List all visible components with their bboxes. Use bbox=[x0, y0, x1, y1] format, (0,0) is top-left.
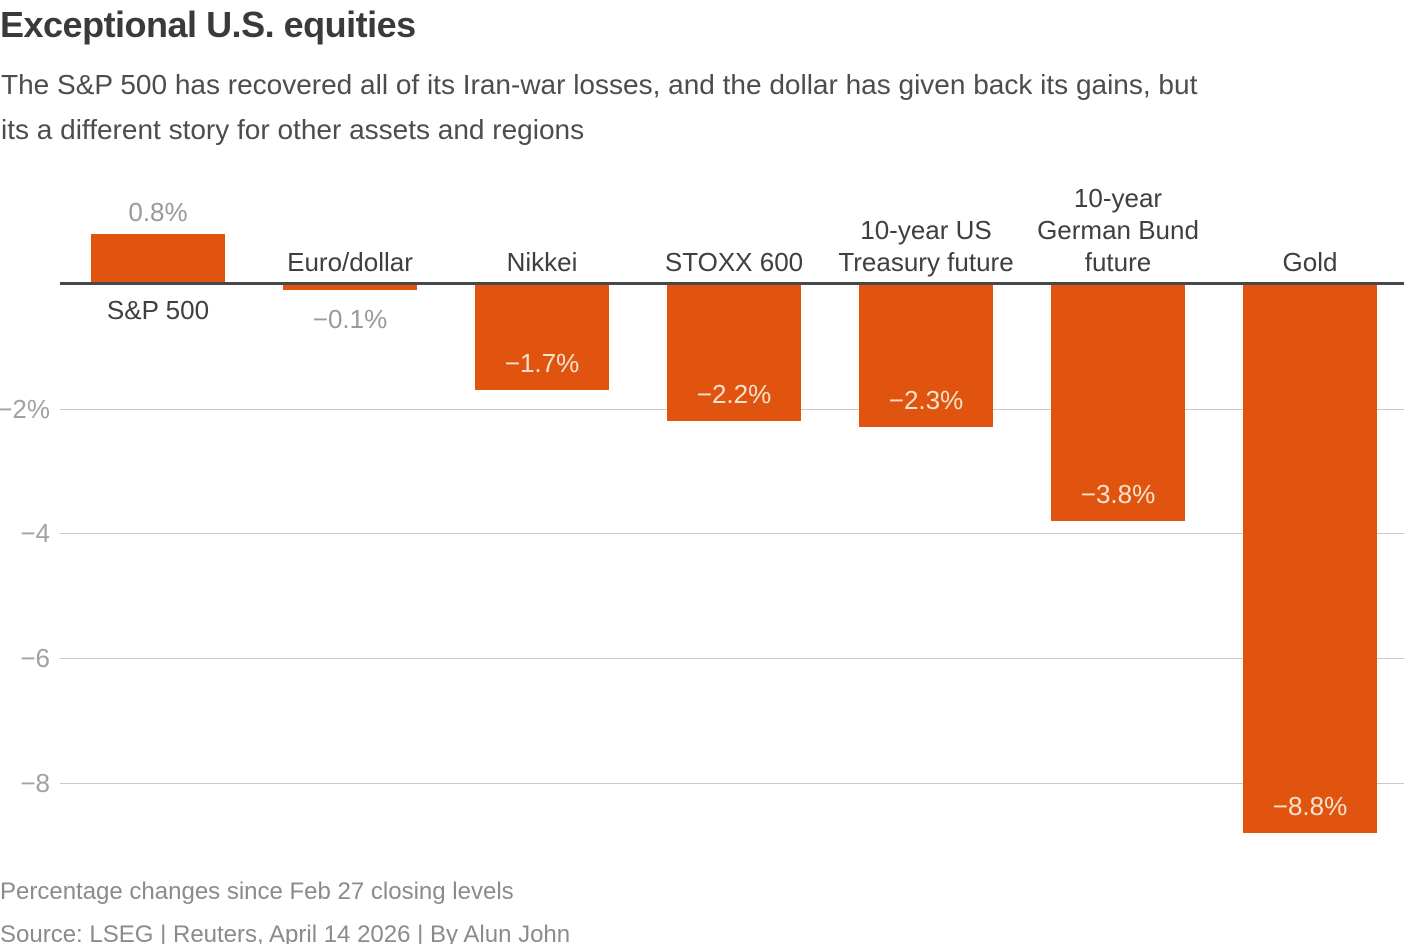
bar-gold bbox=[1243, 284, 1377, 833]
value-label: −3.8% bbox=[1080, 478, 1156, 509]
y-gridline bbox=[60, 533, 1404, 535]
category-label: 10-year US Treasury future bbox=[776, 214, 1076, 278]
y-gridline bbox=[60, 658, 1404, 660]
bar-nikkei bbox=[475, 284, 609, 390]
y-gridline bbox=[60, 782, 1404, 784]
category-label-line: Gold bbox=[1282, 247, 1338, 277]
category-label-line: 10-year US bbox=[860, 215, 992, 245]
category-label: Nikkei bbox=[392, 246, 692, 278]
y-axis-tick-label: −8 bbox=[20, 767, 50, 798]
bar-10-year-german-bund-future bbox=[1051, 284, 1185, 521]
bar-euro-dollar bbox=[283, 284, 417, 291]
bar-10-year-us-treasury-future bbox=[859, 284, 993, 428]
y-axis-tick-label: −2% bbox=[0, 393, 50, 424]
category-label: Gold bbox=[1160, 246, 1404, 278]
y-axis-tick-label: −6 bbox=[20, 643, 50, 674]
category-label-line: Euro/dollar bbox=[287, 247, 413, 277]
category-label-line: future bbox=[1084, 247, 1152, 277]
category-label: 10-year German Bund future bbox=[968, 182, 1268, 278]
category-label-line: 10-year bbox=[1073, 183, 1163, 213]
category-label-line: S&P 500 bbox=[106, 295, 210, 325]
chart-subtitle: The S&P 500 has recovered all of its Ira… bbox=[1, 62, 1197, 152]
category-label-line: Nikkei bbox=[506, 247, 578, 277]
category-label-line: German Bund bbox=[1037, 215, 1199, 245]
chart-subtitle-line-2: its a different story for other assets a… bbox=[1, 114, 585, 145]
chart-title: Exceptional U.S. equities bbox=[0, 4, 416, 45]
category-label-line: Treasury future bbox=[838, 247, 1014, 277]
zero-axis-line bbox=[60, 282, 1404, 285]
value-label: −2.2% bbox=[696, 379, 772, 410]
category-label: Euro/dollar bbox=[200, 246, 500, 278]
value-label: −2.3% bbox=[888, 385, 964, 416]
category-label: STOXX 600 bbox=[584, 246, 884, 278]
chart-footnote: Percentage changes since Feb 27 closing … bbox=[0, 878, 514, 905]
value-label: 0.8% bbox=[128, 197, 188, 228]
category-label-line: STOXX 600 bbox=[664, 247, 804, 277]
y-axis-tick-label: −4 bbox=[20, 518, 50, 549]
bar-stoxx-600 bbox=[667, 284, 801, 422]
value-label: −1.7% bbox=[504, 347, 580, 378]
value-label: −8.8% bbox=[1272, 790, 1348, 821]
chart-subtitle-line-1: The S&P 500 has recovered all of its Ira… bbox=[1, 69, 1198, 100]
value-label: −0.1% bbox=[312, 304, 388, 335]
bar-s-p-500 bbox=[91, 234, 225, 284]
chart-source-line: Source: LSEG | Reuters, April 14 2026 | … bbox=[0, 921, 571, 944]
category-label: S&P 500 bbox=[8, 294, 308, 326]
